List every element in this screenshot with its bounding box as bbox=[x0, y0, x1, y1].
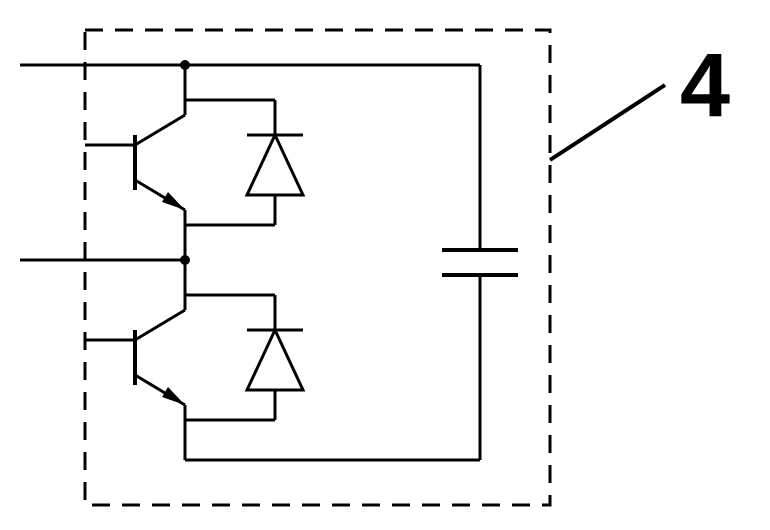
diode-top-triangle bbox=[247, 135, 303, 195]
circuit-svg bbox=[0, 0, 770, 525]
igbt-bot-emitter-arrow bbox=[162, 387, 185, 405]
node-mid bbox=[180, 255, 190, 265]
circuit-diagram: 4 bbox=[0, 0, 770, 525]
node-top bbox=[180, 60, 190, 70]
igbt-top-collector-diag bbox=[135, 115, 185, 145]
reference-label-4: 4 bbox=[680, 35, 730, 138]
igbt-top-emitter-arrow bbox=[162, 192, 185, 210]
diode-bot-triangle bbox=[247, 330, 303, 390]
igbt-bot-collector-diag bbox=[135, 310, 185, 340]
label-leader-line bbox=[550, 85, 665, 160]
